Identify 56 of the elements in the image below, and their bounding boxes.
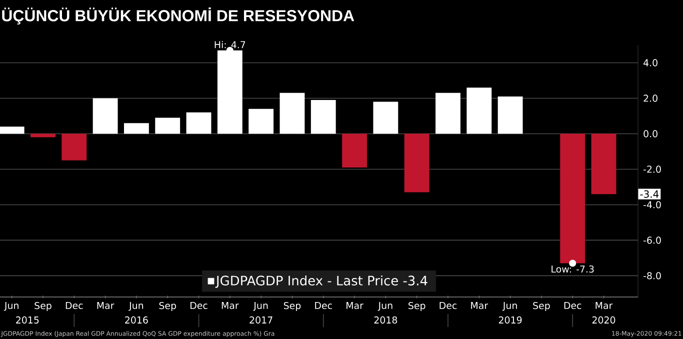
y-tick-label: -2.0	[644, 166, 661, 173]
bar	[248, 108, 274, 134]
text: 2019	[498, 316, 522, 324]
bar	[92, 98, 118, 134]
annotation: Low: -7.3	[552, 265, 594, 273]
bar	[373, 102, 398, 134]
x-tick-label: Jun	[128, 302, 144, 311]
bar	[404, 134, 430, 192]
x-tick-label: Sep	[284, 302, 301, 312]
text: 2016	[125, 316, 148, 324]
bar	[466, 88, 492, 134]
bar	[498, 96, 523, 134]
x-tick-label: Sep	[408, 302, 426, 312]
y-tick-label: -6.0	[644, 236, 661, 244]
x-tick-label: Dec	[66, 302, 83, 310]
x-tick-label: Sep	[34, 302, 52, 312]
y-tick-label: 4.0	[644, 59, 658, 66]
bar	[155, 118, 180, 134]
y-tick-label: 2.0	[644, 94, 658, 102]
bar	[342, 134, 367, 168]
x-tick-label: Mar	[222, 302, 239, 310]
chart-title: ÜÇÜNCÜ BÜYÜK EKONOMİ DE RESESYONDA	[2, 8, 354, 24]
x-tick-label: Dec	[440, 302, 457, 310]
bar	[436, 92, 460, 134]
x-tick-label: Mar	[596, 302, 613, 310]
x-tick-label: Jun	[502, 302, 517, 311]
bar	[186, 112, 212, 134]
text: 2015	[16, 316, 39, 324]
x-tick-label: Sep	[533, 302, 550, 312]
x-tick-label: Jun	[253, 302, 268, 311]
x-tick-label: Sep	[159, 302, 176, 312]
x-tick-label: Mar	[346, 302, 364, 310]
x-tick-label: Jun	[4, 302, 18, 311]
text: 2020	[592, 316, 616, 324]
bar	[310, 100, 336, 134]
bar	[560, 134, 586, 264]
y-tick-label: -8.0	[644, 272, 661, 280]
x-tick-label: Dec	[315, 302, 332, 310]
bar	[124, 123, 149, 134]
annotation: -3.4	[640, 190, 659, 198]
bar	[280, 92, 305, 134]
bar	[0, 126, 24, 134]
bar	[30, 134, 56, 138]
text: 2018	[374, 316, 398, 324]
x-tick-label: Mar	[97, 302, 114, 310]
y-tick-label: -4.0	[644, 201, 661, 208]
x-tick-label: Mar	[471, 302, 488, 310]
x-tick-label: Jun	[378, 302, 392, 311]
x-tick-label: Dec	[564, 302, 582, 310]
bar	[591, 134, 616, 194]
bar	[62, 134, 87, 160]
x-tick-label: Dec	[190, 302, 208, 310]
y-tick-label: 0.0	[644, 130, 658, 138]
legend-label: JGDPAGDP Index - Last Price -3.4	[215, 275, 428, 288]
text: 2017	[250, 316, 272, 324]
annotation: Hi: 4.7	[214, 40, 246, 48]
